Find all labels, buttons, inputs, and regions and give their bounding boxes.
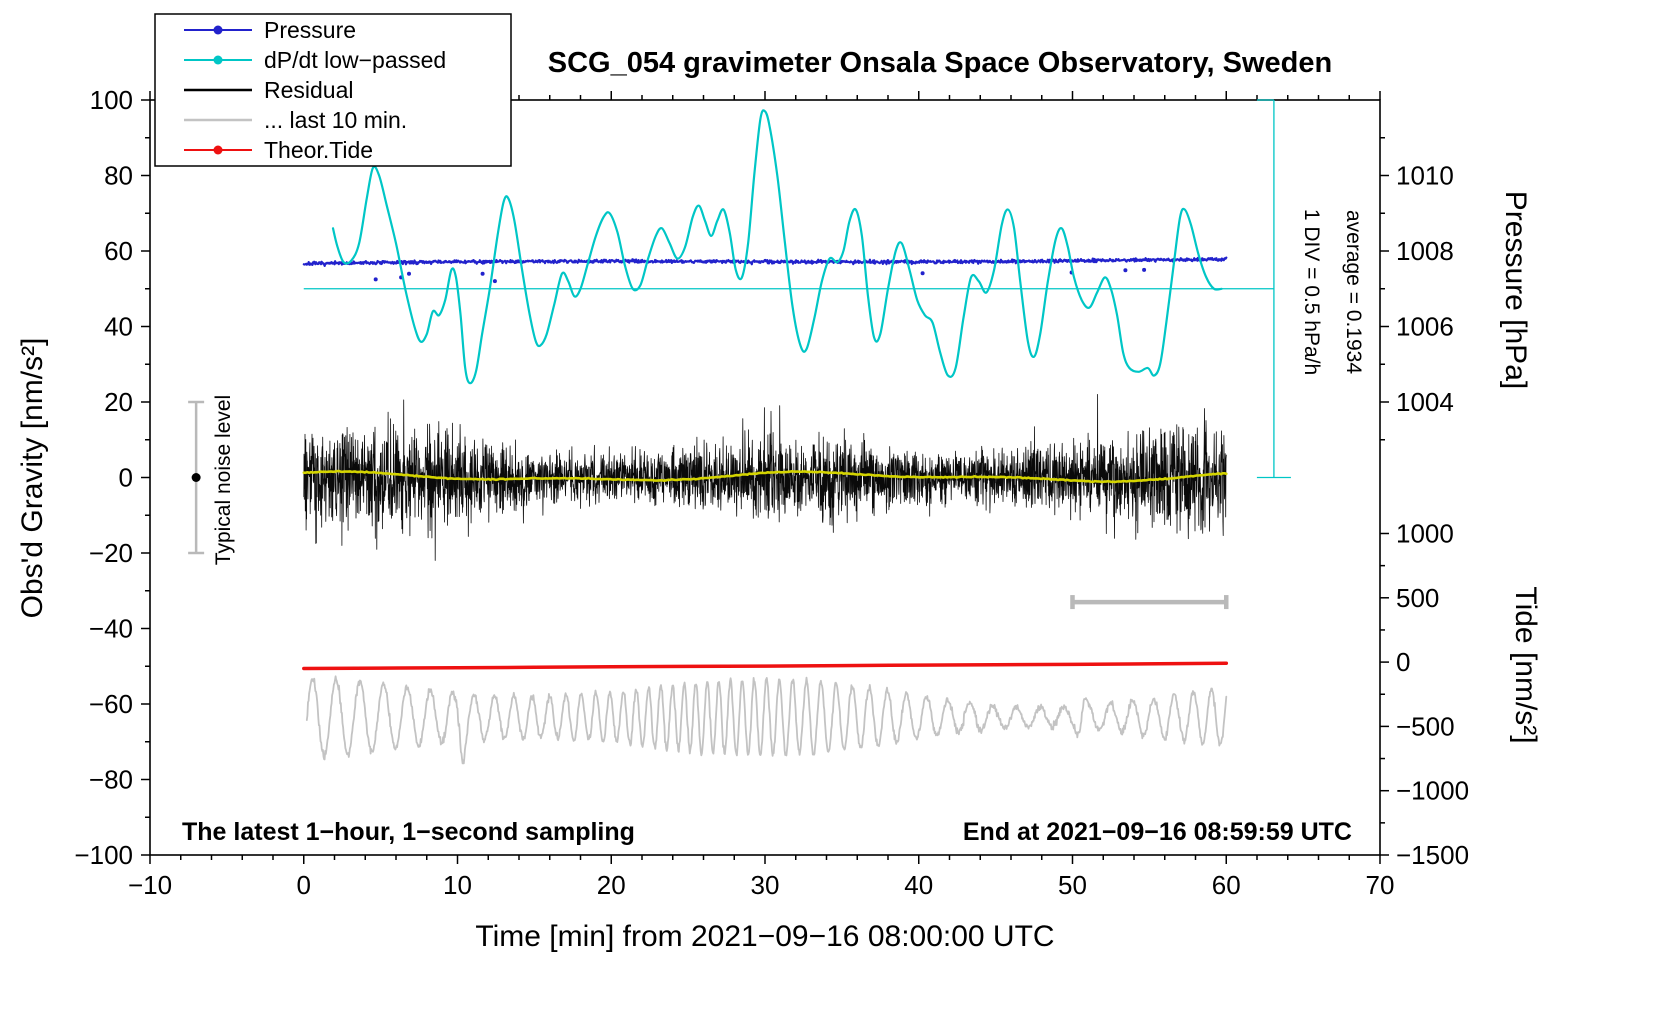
last10min-residual-series xyxy=(305,675,1228,765)
average-annotation: average = 0.1934 xyxy=(1342,210,1365,374)
pressure-outlier-dots xyxy=(373,267,1147,284)
x-tick-label: 50 xyxy=(1058,870,1087,900)
legend-item: Residual xyxy=(184,77,354,103)
legend-label: ... last 10 min. xyxy=(264,107,407,133)
legend-marker-dot xyxy=(213,145,223,155)
residual-series xyxy=(303,393,1227,561)
gravity-tick-label: −60 xyxy=(89,689,133,719)
div-scale-indicator xyxy=(1256,99,1291,479)
x-tick-label: 60 xyxy=(1212,870,1241,900)
tide-tick-label: −1000 xyxy=(1396,776,1469,806)
sampling-note: The latest 1−hour, 1−second sampling xyxy=(182,818,635,846)
pressure-tick-label: 1010 xyxy=(1396,161,1454,191)
gravity-tick-label: 100 xyxy=(90,85,133,115)
legend-label: Pressure xyxy=(264,17,356,43)
tide-tick-label: −500 xyxy=(1396,711,1455,741)
pressure-axis-label: Pressure [hPa] xyxy=(1499,191,1532,389)
gravity-tick-label: 80 xyxy=(104,161,133,191)
axis-tick-labels: −10 0 10 20 30 40 50 60 70−100−80−60−40−20020406… xyxy=(74,85,1469,900)
legend-label: Theor.Tide xyxy=(264,137,373,163)
x-tick-label: 10 xyxy=(443,870,472,900)
residual-mean-series xyxy=(302,469,1228,484)
tide-tick-label: −1500 xyxy=(1396,840,1469,870)
pressure-series xyxy=(302,256,1228,267)
legend: Pressure dP/dt low−passed Residual ... last… xyxy=(154,13,512,167)
gravity-tick-label: −40 xyxy=(89,614,133,644)
x-tick-label: 40 xyxy=(904,870,933,900)
x-tick-label: −10 xyxy=(128,870,172,900)
theor-tide-series xyxy=(302,661,1229,671)
ten-min-scale-bar xyxy=(1070,595,1229,610)
x-tick-label: 70 xyxy=(1366,870,1395,900)
x-tick-label: 30 xyxy=(751,870,780,900)
legend-item: Pressure xyxy=(184,17,356,43)
gravity-tick-label: −80 xyxy=(89,765,133,795)
x-tick-label: 20 xyxy=(597,870,626,900)
chart-title: SCG_054 gravimeter Onsala Space Observat… xyxy=(548,47,1332,79)
legend-item: Theor.Tide xyxy=(184,137,373,163)
x-tick-label: 0 xyxy=(297,870,311,900)
tide-tick-label: 500 xyxy=(1396,583,1439,613)
noise-level-dot xyxy=(191,473,201,482)
gravity-tick-label: −20 xyxy=(89,538,133,568)
legend-marker-dot xyxy=(213,55,223,65)
pressure-tick-label: 1008 xyxy=(1396,236,1454,266)
tide-axis-label: Tide [nm/s²] xyxy=(1509,586,1542,743)
legend-marker-dot xyxy=(213,25,223,35)
div-scale-annotation: 1 DIV = 0.5 hPa/h xyxy=(1300,209,1323,375)
x-axis-label: Time [min] from 2021−09−16 08:00:00 UTC xyxy=(475,920,1054,953)
left-axis-label: Obs'd Gravity [nm/s²] xyxy=(16,338,49,619)
gravity-tick-label: 0 xyxy=(119,463,133,493)
legend-label: Residual xyxy=(264,77,354,103)
chart-generated-content: −10 0 10 20 30 40 50 60 70−100−80−60−40−20020406… xyxy=(74,13,1469,900)
gravity-tick-label: 60 xyxy=(104,236,133,266)
gravity-tick-label: −100 xyxy=(74,840,133,870)
dpdt-lowpassed-series xyxy=(331,109,1223,385)
legend-item: dP/dt low−passed xyxy=(184,47,446,73)
noise-level-label: Typical noise level xyxy=(212,395,235,565)
pressure-tick-label: 1004 xyxy=(1396,387,1454,417)
end-note: End at 2021−09−16 08:59:59 UTC xyxy=(963,818,1352,846)
tide-tick-label: 0 xyxy=(1396,647,1410,677)
legend-item: ... last 10 min. xyxy=(184,107,407,133)
legend-label: dP/dt low−passed xyxy=(264,47,446,73)
tide-tick-label: 1000 xyxy=(1396,518,1454,548)
gravity-tick-label: 20 xyxy=(104,387,133,417)
pressure-tick-label: 1006 xyxy=(1396,312,1454,342)
gravity-tick-label: 40 xyxy=(104,312,133,342)
